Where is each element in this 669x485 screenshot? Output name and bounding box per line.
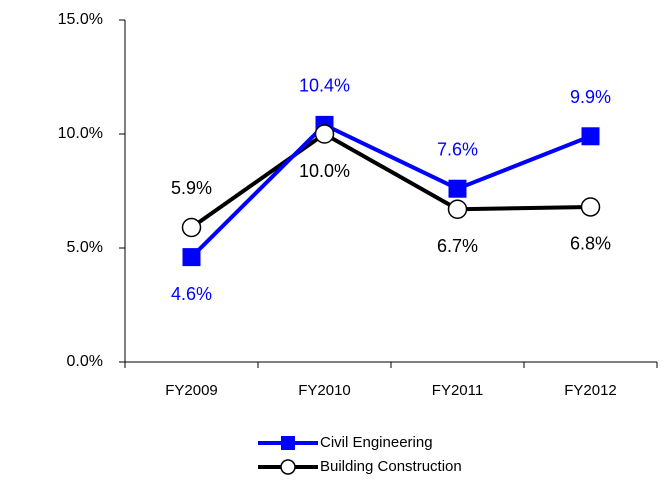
marker <box>314 124 335 144</box>
data-label: 10.0% <box>299 161 350 181</box>
legend-marker <box>280 459 296 475</box>
marker <box>581 127 600 146</box>
x-tick-label: FY2011 <box>432 382 483 399</box>
y-tick-label: 10.0% <box>58 125 103 142</box>
series-line <box>190 131 591 230</box>
x-tick-label: FY2012 <box>564 382 617 399</box>
marker <box>182 248 201 267</box>
legend-label: Civil Engineering <box>320 434 433 451</box>
marker <box>580 197 601 217</box>
data-label: 7.6% <box>437 139 478 159</box>
y-tick-label: 5.0% <box>67 239 103 256</box>
data-label: 10.4% <box>299 76 350 96</box>
series-line <box>190 122 592 259</box>
x-tick-label: FY2009 <box>165 382 218 399</box>
marker <box>447 199 468 219</box>
data-label: 6.8% <box>570 234 611 254</box>
marker <box>181 217 202 238</box>
data-label: 4.6% <box>171 284 212 304</box>
y-tick-label: 0.0% <box>67 353 103 370</box>
data-label: 9.9% <box>570 87 611 107</box>
legend-label: Building Construction <box>320 458 462 475</box>
x-tick-label: FY2010 <box>298 382 351 399</box>
data-label: 6.7% <box>437 236 478 256</box>
data-label: 5.9% <box>171 178 212 198</box>
marker <box>448 179 467 198</box>
y-tick-label: 15.0% <box>58 11 103 28</box>
legend-marker <box>281 436 295 450</box>
